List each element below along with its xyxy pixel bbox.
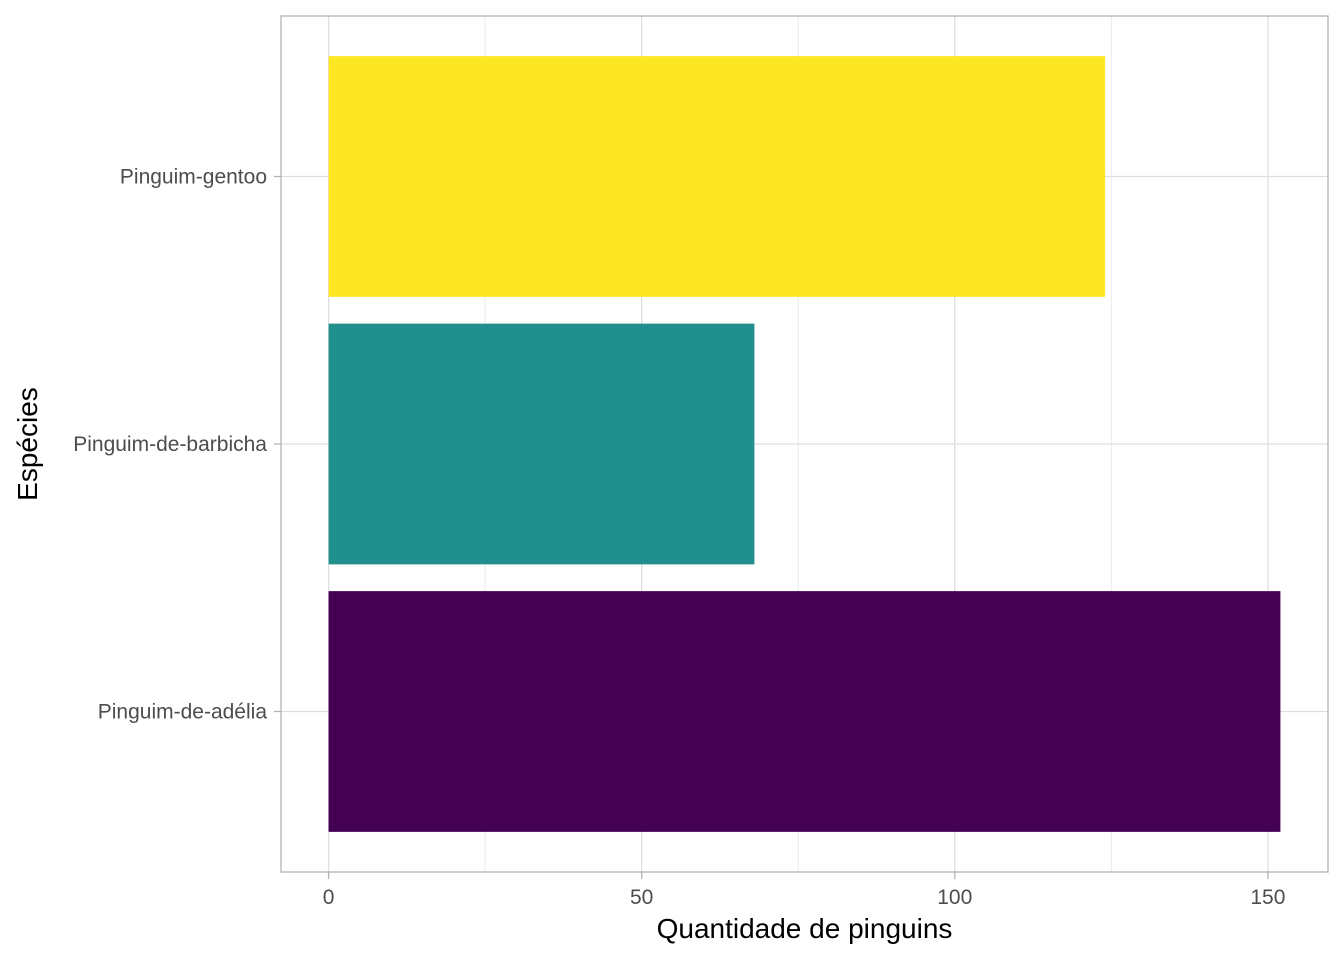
x-axis-title: Quantidade de pinguins xyxy=(657,913,953,944)
y-axis-title: Espécies xyxy=(12,387,43,501)
bar-pinguim-de-barbicha xyxy=(328,323,755,565)
x-axis: 0 50 100 150 xyxy=(323,872,1285,909)
y-tick-label: Pinguim-gentoo xyxy=(120,166,267,189)
y-tick-label: Pinguim-de-adélia xyxy=(98,701,268,724)
y-tick-label: Pinguim-de-barbicha xyxy=(73,433,267,456)
bar-pinguim-gentoo xyxy=(328,56,1106,297)
bars xyxy=(328,56,1281,832)
x-tick-label: 150 xyxy=(1250,886,1285,909)
x-tick-label: 0 xyxy=(323,886,335,909)
x-tick-label: 50 xyxy=(630,886,653,909)
x-tick-label: 100 xyxy=(937,886,972,909)
y-axis: Pinguim-de-adélia Pinguim-de-barbicha Ping… xyxy=(73,166,281,724)
bar-pinguim-de-ad-lia xyxy=(328,591,1281,832)
